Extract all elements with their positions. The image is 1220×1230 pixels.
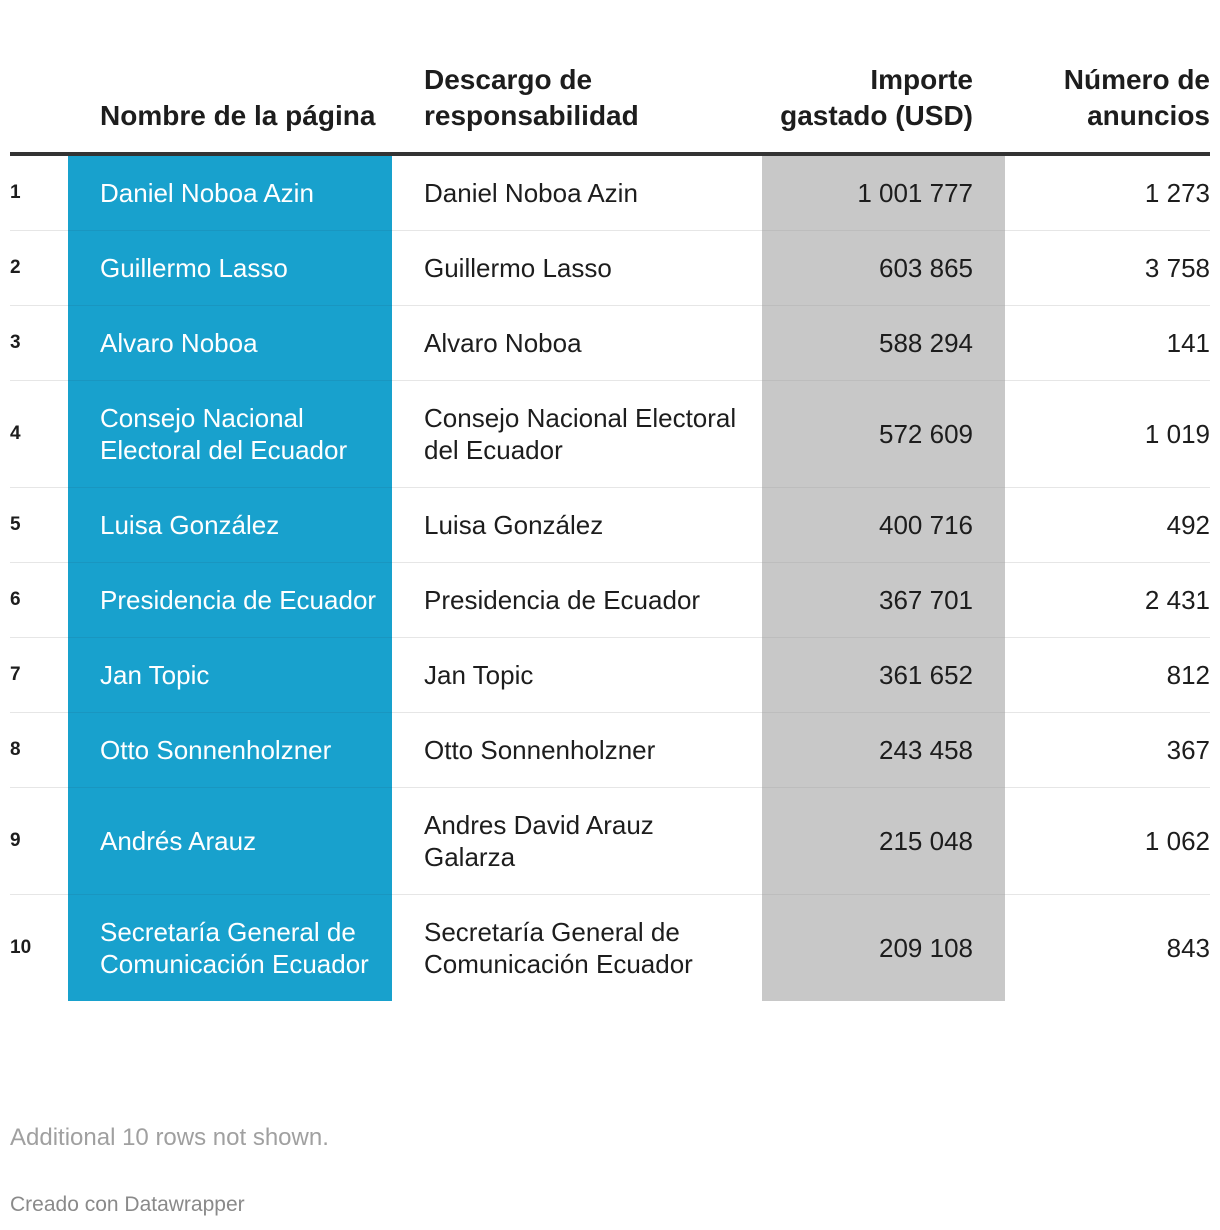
datawrapper-credit[interactable]: Creado con Datawrapper (10, 1193, 245, 1216)
table-row: 7 Jan Topic Jan Topic 361 652 812 (10, 637, 1210, 713)
amount-cell: 1 001 777 (762, 154, 1005, 231)
amount-cell: 215 048 (762, 787, 1005, 895)
amount-cell: 361 652 (762, 637, 1005, 713)
page-name-cell: Jan Topic (68, 637, 392, 713)
page-name-cell: Guillermo Lasso (68, 230, 392, 306)
amount-cell: 588 294 (762, 305, 1005, 381)
ads-cell: 812 (1005, 637, 1210, 713)
ads-cell: 492 (1005, 487, 1210, 563)
disclaimer-cell: Luisa González (392, 487, 762, 563)
row-rank: 10 (10, 937, 32, 958)
header-rank[interactable] (10, 0, 68, 156)
table-row: 9 Andrés Arauz Andres David Arauz Galarz… (10, 787, 1210, 895)
page-name-cell: Consejo Nacional Electoral del Ecuador (68, 380, 392, 488)
data-table: Nombre de la página Descargo de responsa… (10, 0, 1210, 1001)
disclaimer-cell: Consejo Nacional Electoral del Ecuador (392, 380, 762, 488)
table-row: 8 Otto Sonnenholzner Otto Sonnenholzner … (10, 712, 1210, 788)
table-row: 2 Guillermo Lasso Guillermo Lasso 603 86… (10, 230, 1210, 306)
ads-cell: 1 062 (1005, 787, 1210, 895)
header-row: Nombre de la página Descargo de responsa… (10, 0, 1210, 156)
header-amount-spent[interactable]: Importe gastado (USD) (762, 0, 1005, 156)
disclaimer-cell: Andres David Arauz Galarza (392, 787, 762, 895)
ads-cell: 141 (1005, 305, 1210, 381)
row-rank: 9 (10, 787, 68, 895)
row-rank: 2 (10, 230, 68, 306)
page-name-cell: Otto Sonnenholzner (68, 712, 392, 788)
disclaimer-cell: Guillermo Lasso (392, 230, 762, 306)
table-row: 4 Consejo Nacional Electoral del Ecuador… (10, 380, 1210, 488)
ads-cell: 367 (1005, 712, 1210, 788)
table-row: 10 Secretaría General de Comunicación Ec… (10, 894, 1210, 1001)
row-rank: 8 (10, 712, 68, 788)
page-name-cell: Secretaría General de Comunicación Ecuad… (68, 894, 392, 1001)
disclaimer-cell: Alvaro Noboa (392, 305, 762, 381)
header-disclaimer[interactable]: Descargo de responsabilidad (392, 0, 762, 156)
amount-cell: 367 701 (762, 562, 1005, 638)
page-name-cell: Daniel Noboa Azin (68, 154, 392, 231)
disclaimer-cell: Daniel Noboa Azin (392, 154, 762, 231)
table-container: Nombre de la página Descargo de responsa… (10, 0, 1210, 1001)
disclaimer-cell: Otto Sonnenholzner (392, 712, 762, 788)
amount-cell: 400 716 (762, 487, 1005, 563)
header-ad-count[interactable]: Número de anuncios (1005, 0, 1210, 156)
table-row: 5 Luisa González Luisa González 400 716 … (10, 487, 1210, 563)
amount-cell: 209 108 (762, 894, 1005, 1001)
amount-cell: 603 865 (762, 230, 1005, 306)
page-name-cell: Presidencia de Ecuador (68, 562, 392, 638)
ads-cell: 1 019 (1005, 380, 1210, 488)
row-rank: 3 (10, 305, 68, 381)
row-rank: 1 (10, 154, 68, 231)
amount-cell: 243 458 (762, 712, 1005, 788)
disclaimer-cell: Secretaría General de Comunicación Ecuad… (424, 917, 693, 979)
ads-cell: 843 (1166, 933, 1210, 963)
row-rank: 6 (10, 562, 68, 638)
amount-cell: 572 609 (762, 380, 1005, 488)
row-rank: 4 (10, 380, 68, 488)
row-rank: 5 (10, 487, 68, 563)
disclaimer-cell: Jan Topic (392, 637, 762, 713)
rows-not-shown-note: Additional 10 rows not shown. (10, 1124, 329, 1151)
table-row: 3 Alvaro Noboa Alvaro Noboa 588 294 141 (10, 305, 1210, 381)
page-name-cell: Alvaro Noboa (68, 305, 392, 381)
header-page-name[interactable]: Nombre de la página (68, 0, 392, 156)
disclaimer-cell: Presidencia de Ecuador (392, 562, 762, 638)
ads-cell: 2 431 (1005, 562, 1210, 638)
page-name-cell: Luisa González (68, 487, 392, 563)
page-name-cell: Andrés Arauz (68, 787, 392, 895)
row-rank: 7 (10, 637, 68, 713)
ads-cell: 1 273 (1005, 154, 1210, 231)
ads-cell: 3 758 (1005, 230, 1210, 306)
table-row: 1 Daniel Noboa Azin Daniel Noboa Azin 1 … (10, 154, 1210, 231)
table-row: 6 Presidencia de Ecuador Presidencia de … (10, 562, 1210, 638)
